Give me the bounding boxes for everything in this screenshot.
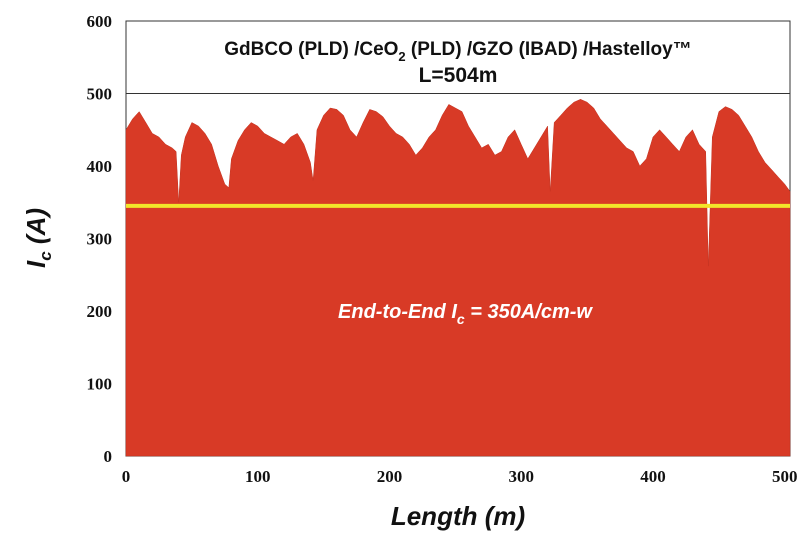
x-tick-label: 200 xyxy=(377,467,403,486)
y-axis-title-main: I xyxy=(21,260,51,268)
y-axis-title: Ic (A) xyxy=(21,208,55,268)
y-axis-title-rest: (A) xyxy=(21,208,51,251)
annotation-suffix: = 350A/cm-w xyxy=(465,301,594,323)
title-subscript: 2 xyxy=(398,49,405,64)
y-tick-label: 600 xyxy=(87,12,113,31)
ic-area-series xyxy=(125,99,791,457)
y-tick-label: 200 xyxy=(87,302,113,321)
x-axis-title: Length (m) xyxy=(391,501,525,531)
y-tick-label: 300 xyxy=(87,230,113,249)
chart-subtitle: L=504m xyxy=(419,64,498,87)
annotation-end-to-end: End-to-End Ic = 350A/cm-w xyxy=(338,301,593,327)
y-tick-label: 400 xyxy=(87,157,113,176)
chart-title: GdBCO (PLD) /CeO2 (PLD) /GZO (IBAD) /Has… xyxy=(224,39,691,64)
x-axis: 0 100 200 300 400 500 xyxy=(122,467,798,486)
x-tick-label: 100 xyxy=(245,467,271,486)
y-axis-title-subscript: c xyxy=(36,251,55,261)
y-tick-label: 500 xyxy=(87,85,113,104)
y-axis: 0 100 200 300 400 500 600 xyxy=(87,12,113,466)
title-part1: GdBCO (PLD) /CeO xyxy=(224,39,398,60)
x-tick-label: 0 xyxy=(122,467,131,486)
annotation-prefix: End-to-End I xyxy=(338,301,457,323)
x-tick-label: 500 xyxy=(772,467,798,486)
annotation-subscript: c xyxy=(457,311,465,327)
y-tick-label: 100 xyxy=(87,375,113,394)
title-part2: (PLD) /GZO (IBAD) /Hastelloy™ xyxy=(406,39,692,60)
x-tick-label: 300 xyxy=(508,467,534,486)
x-tick-label: 400 xyxy=(640,467,666,486)
y-tick-label: 0 xyxy=(104,447,113,466)
